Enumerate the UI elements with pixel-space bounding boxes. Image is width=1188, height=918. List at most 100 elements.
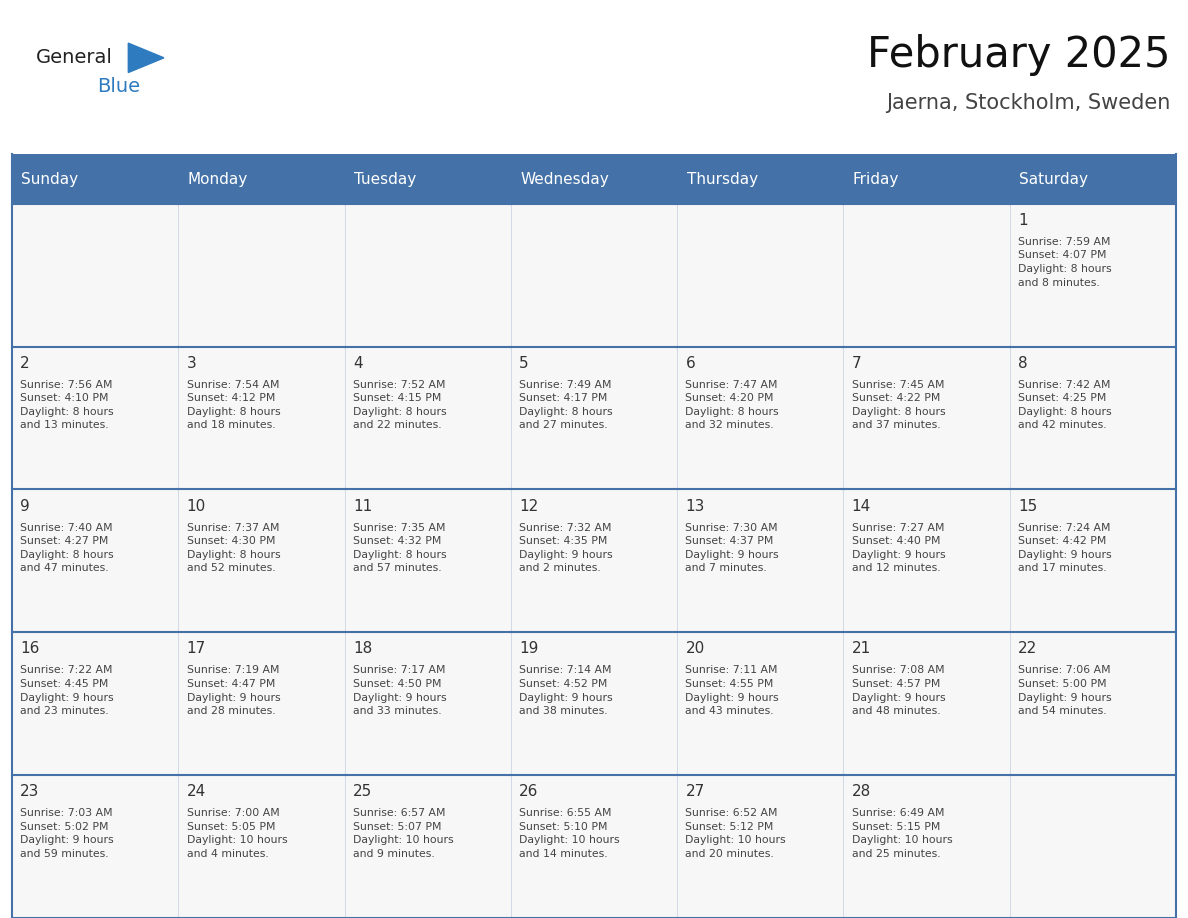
Text: Sunrise: 7:30 AM
Sunset: 4:37 PM
Daylight: 9 hours
and 7 minutes.: Sunrise: 7:30 AM Sunset: 4:37 PM Dayligh… — [685, 522, 779, 574]
Text: Sunrise: 7:06 AM
Sunset: 5:00 PM
Daylight: 9 hours
and 54 minutes.: Sunrise: 7:06 AM Sunset: 5:00 PM Dayligh… — [1018, 666, 1112, 716]
Bar — [677, 347, 843, 489]
Text: Tuesday: Tuesday — [354, 172, 416, 186]
Text: Sunrise: 7:24 AM
Sunset: 4:42 PM
Daylight: 9 hours
and 17 minutes.: Sunrise: 7:24 AM Sunset: 4:42 PM Dayligh… — [1018, 522, 1112, 574]
Bar — [1010, 204, 1176, 347]
Text: 14: 14 — [852, 498, 871, 514]
Text: Saturday: Saturday — [1019, 172, 1088, 186]
Text: 6: 6 — [685, 356, 695, 371]
Text: Sunrise: 7:56 AM
Sunset: 4:10 PM
Daylight: 8 hours
and 13 minutes.: Sunrise: 7:56 AM Sunset: 4:10 PM Dayligh… — [20, 380, 114, 431]
Bar — [178, 633, 345, 775]
Bar — [843, 347, 1010, 489]
Text: Thursday: Thursday — [687, 172, 758, 186]
Text: 1: 1 — [1018, 213, 1028, 228]
Text: Sunrise: 7:22 AM
Sunset: 4:45 PM
Daylight: 9 hours
and 23 minutes.: Sunrise: 7:22 AM Sunset: 4:45 PM Dayligh… — [20, 666, 114, 716]
Bar — [12, 154, 1176, 204]
Text: Wednesday: Wednesday — [520, 172, 609, 186]
Text: Sunrise: 7:14 AM
Sunset: 4:52 PM
Daylight: 9 hours
and 38 minutes.: Sunrise: 7:14 AM Sunset: 4:52 PM Dayligh… — [519, 666, 613, 716]
Text: 26: 26 — [519, 784, 538, 800]
Text: 25: 25 — [353, 784, 372, 800]
Text: 7: 7 — [852, 356, 861, 371]
Bar — [843, 489, 1010, 633]
Text: Blue: Blue — [97, 77, 140, 95]
Text: 2: 2 — [20, 356, 30, 371]
Text: Sunrise: 7:52 AM
Sunset: 4:15 PM
Daylight: 8 hours
and 22 minutes.: Sunrise: 7:52 AM Sunset: 4:15 PM Dayligh… — [353, 380, 447, 431]
Text: Sunrise: 6:57 AM
Sunset: 5:07 PM
Daylight: 10 hours
and 9 minutes.: Sunrise: 6:57 AM Sunset: 5:07 PM Dayligh… — [353, 808, 454, 859]
Text: 18: 18 — [353, 642, 372, 656]
Text: Sunrise: 7:19 AM
Sunset: 4:47 PM
Daylight: 9 hours
and 28 minutes.: Sunrise: 7:19 AM Sunset: 4:47 PM Dayligh… — [187, 666, 280, 716]
Bar — [677, 204, 843, 347]
Bar — [345, 633, 511, 775]
Text: 27: 27 — [685, 784, 704, 800]
Text: Jaerna, Stockholm, Sweden: Jaerna, Stockholm, Sweden — [886, 93, 1170, 113]
Text: 19: 19 — [519, 642, 538, 656]
Text: 16: 16 — [20, 642, 39, 656]
Text: Monday: Monday — [188, 172, 248, 186]
Bar — [345, 347, 511, 489]
Bar — [1010, 347, 1176, 489]
Text: Sunrise: 7:47 AM
Sunset: 4:20 PM
Daylight: 8 hours
and 32 minutes.: Sunrise: 7:47 AM Sunset: 4:20 PM Dayligh… — [685, 380, 779, 431]
Text: February 2025: February 2025 — [867, 34, 1170, 76]
Text: Sunrise: 7:59 AM
Sunset: 4:07 PM
Daylight: 8 hours
and 8 minutes.: Sunrise: 7:59 AM Sunset: 4:07 PM Dayligh… — [1018, 237, 1112, 287]
Bar — [1010, 489, 1176, 633]
Text: 20: 20 — [685, 642, 704, 656]
Polygon shape — [128, 43, 164, 73]
Text: 13: 13 — [685, 498, 704, 514]
Bar — [345, 489, 511, 633]
Text: Sunrise: 6:52 AM
Sunset: 5:12 PM
Daylight: 10 hours
and 20 minutes.: Sunrise: 6:52 AM Sunset: 5:12 PM Dayligh… — [685, 808, 786, 859]
Text: Sunrise: 7:35 AM
Sunset: 4:32 PM
Daylight: 8 hours
and 57 minutes.: Sunrise: 7:35 AM Sunset: 4:32 PM Dayligh… — [353, 522, 447, 574]
Text: Sunrise: 7:37 AM
Sunset: 4:30 PM
Daylight: 8 hours
and 52 minutes.: Sunrise: 7:37 AM Sunset: 4:30 PM Dayligh… — [187, 522, 280, 574]
Text: Sunrise: 7:42 AM
Sunset: 4:25 PM
Daylight: 8 hours
and 42 minutes.: Sunrise: 7:42 AM Sunset: 4:25 PM Dayligh… — [1018, 380, 1112, 431]
Bar — [178, 489, 345, 633]
Bar — [843, 775, 1010, 918]
Bar — [1010, 633, 1176, 775]
Bar — [178, 775, 345, 918]
Text: Sunrise: 7:40 AM
Sunset: 4:27 PM
Daylight: 8 hours
and 47 minutes.: Sunrise: 7:40 AM Sunset: 4:27 PM Dayligh… — [20, 522, 114, 574]
Text: Sunrise: 7:45 AM
Sunset: 4:22 PM
Daylight: 8 hours
and 37 minutes.: Sunrise: 7:45 AM Sunset: 4:22 PM Dayligh… — [852, 380, 946, 431]
Text: General: General — [36, 49, 113, 67]
Bar — [511, 633, 677, 775]
Text: 28: 28 — [852, 784, 871, 800]
Text: 22: 22 — [1018, 642, 1037, 656]
Bar — [178, 347, 345, 489]
Text: Sunrise: 6:49 AM
Sunset: 5:15 PM
Daylight: 10 hours
and 25 minutes.: Sunrise: 6:49 AM Sunset: 5:15 PM Dayligh… — [852, 808, 953, 859]
Text: 12: 12 — [519, 498, 538, 514]
Text: 15: 15 — [1018, 498, 1037, 514]
Text: Sunrise: 7:00 AM
Sunset: 5:05 PM
Daylight: 10 hours
and 4 minutes.: Sunrise: 7:00 AM Sunset: 5:05 PM Dayligh… — [187, 808, 287, 859]
Bar — [12, 775, 178, 918]
Text: Sunrise: 7:27 AM
Sunset: 4:40 PM
Daylight: 9 hours
and 12 minutes.: Sunrise: 7:27 AM Sunset: 4:40 PM Dayligh… — [852, 522, 946, 574]
Bar — [511, 347, 677, 489]
Text: 17: 17 — [187, 642, 206, 656]
Bar — [12, 347, 178, 489]
Bar — [511, 204, 677, 347]
Text: Sunrise: 7:03 AM
Sunset: 5:02 PM
Daylight: 9 hours
and 59 minutes.: Sunrise: 7:03 AM Sunset: 5:02 PM Dayligh… — [20, 808, 114, 859]
Text: 5: 5 — [519, 356, 529, 371]
Text: Sunrise: 7:17 AM
Sunset: 4:50 PM
Daylight: 9 hours
and 33 minutes.: Sunrise: 7:17 AM Sunset: 4:50 PM Dayligh… — [353, 666, 447, 716]
Bar — [345, 204, 511, 347]
Bar — [677, 633, 843, 775]
Text: Sunrise: 7:11 AM
Sunset: 4:55 PM
Daylight: 9 hours
and 43 minutes.: Sunrise: 7:11 AM Sunset: 4:55 PM Dayligh… — [685, 666, 779, 716]
Text: Sunrise: 7:08 AM
Sunset: 4:57 PM
Daylight: 9 hours
and 48 minutes.: Sunrise: 7:08 AM Sunset: 4:57 PM Dayligh… — [852, 666, 946, 716]
Bar — [843, 204, 1010, 347]
Bar — [12, 204, 178, 347]
Bar — [1010, 775, 1176, 918]
Text: Sunrise: 7:32 AM
Sunset: 4:35 PM
Daylight: 9 hours
and 2 minutes.: Sunrise: 7:32 AM Sunset: 4:35 PM Dayligh… — [519, 522, 613, 574]
Text: 10: 10 — [187, 498, 206, 514]
Bar — [843, 633, 1010, 775]
Text: 11: 11 — [353, 498, 372, 514]
Text: 21: 21 — [852, 642, 871, 656]
Bar — [345, 775, 511, 918]
Text: Sunrise: 7:49 AM
Sunset: 4:17 PM
Daylight: 8 hours
and 27 minutes.: Sunrise: 7:49 AM Sunset: 4:17 PM Dayligh… — [519, 380, 613, 431]
Bar — [12, 633, 178, 775]
Bar — [511, 775, 677, 918]
Text: Sunrise: 6:55 AM
Sunset: 5:10 PM
Daylight: 10 hours
and 14 minutes.: Sunrise: 6:55 AM Sunset: 5:10 PM Dayligh… — [519, 808, 620, 859]
Text: 4: 4 — [353, 356, 362, 371]
Text: 3: 3 — [187, 356, 196, 371]
Bar — [677, 775, 843, 918]
Bar — [677, 489, 843, 633]
Text: 8: 8 — [1018, 356, 1028, 371]
Text: Friday: Friday — [853, 172, 899, 186]
Bar — [178, 204, 345, 347]
Bar — [511, 489, 677, 633]
Bar — [12, 489, 178, 633]
Text: 23: 23 — [20, 784, 39, 800]
